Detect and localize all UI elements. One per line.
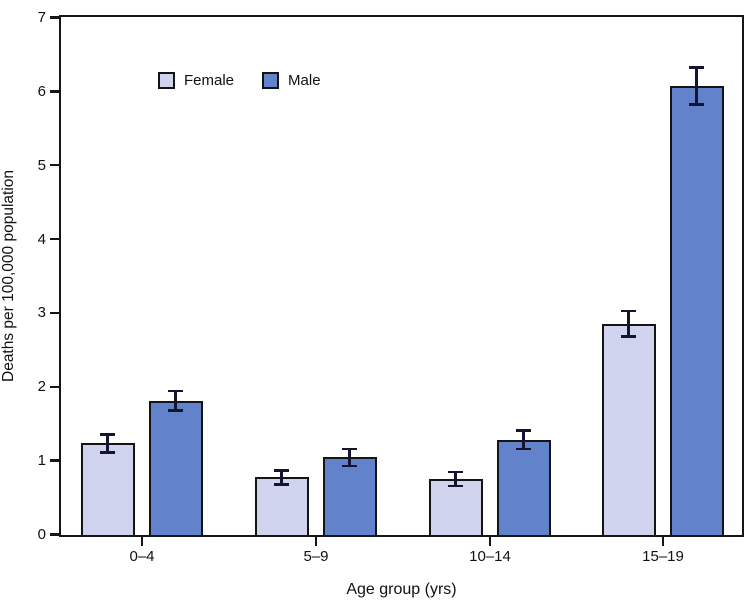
error-bar-cap (689, 103, 704, 106)
legend-label-male: Male (288, 72, 321, 89)
legend-label-female: Female (184, 72, 235, 89)
x-tick-label: 15–19 (642, 548, 684, 565)
bar-male-15–19 (669, 85, 724, 535)
x-tick (314, 537, 318, 546)
x-axis-title: Age group (yrs) (346, 581, 457, 598)
y-tick-label: 0 (37, 526, 46, 543)
y-tick (50, 16, 59, 19)
x-tick (488, 537, 492, 546)
y-tick-label: 4 (37, 230, 46, 248)
error-bar-line (454, 470, 457, 487)
bar-female-0–4 (80, 443, 135, 535)
y-tick-label: 6 (37, 82, 46, 100)
error-bar-cap (516, 429, 531, 432)
y-tick-label: 7 (37, 9, 46, 26)
x-tick-label: 10–14 (469, 548, 511, 565)
plot-area (59, 15, 744, 537)
error-bar-line (348, 447, 351, 468)
error-bar-cap (621, 335, 636, 338)
error-bar-line (280, 469, 283, 486)
y-tick (50, 163, 59, 167)
y-tick-label: 1 (37, 452, 46, 470)
error-bar-cap (342, 464, 357, 468)
error-bar-line (522, 429, 525, 451)
error-bar-cap (448, 484, 463, 487)
bar-female-10–14 (428, 478, 483, 535)
error-bar-cap (274, 469, 289, 472)
bar-male-0–4 (148, 400, 203, 535)
y-tick (50, 459, 59, 462)
bar-female-5–9 (254, 477, 309, 535)
error-bar-cap (168, 389, 183, 393)
error-bar-cap (689, 66, 704, 69)
legend-swatch-male (262, 72, 280, 89)
bar-male-5–9 (322, 457, 377, 535)
error-bar-cap (448, 470, 463, 474)
error-bar-cap (168, 409, 183, 412)
error-bar-cap (274, 483, 289, 486)
error-bar-cap (100, 451, 115, 454)
error-bar-cap (342, 447, 357, 451)
bar-female-15–19 (601, 323, 656, 535)
y-tick-label: 3 (37, 304, 46, 322)
y-tick (50, 385, 59, 389)
legend: Female Male (158, 72, 321, 89)
x-tick-label: 5–9 (303, 548, 329, 565)
y-tick (50, 533, 59, 536)
x-tick-label: 0–4 (129, 548, 155, 565)
x-tick (661, 537, 665, 546)
y-tick (50, 90, 59, 93)
y-tick (50, 237, 59, 241)
error-bar-cap (516, 447, 531, 451)
error-bar-line (695, 66, 698, 106)
y-tick-label: 2 (37, 378, 46, 396)
bar-male-10–14 (496, 439, 551, 535)
y-tick (50, 311, 59, 315)
x-tick (140, 537, 144, 546)
y-tick-label: 5 (37, 156, 46, 174)
error-bar-cap (621, 309, 636, 313)
error-bar-cap (100, 433, 115, 436)
error-bar-line (627, 309, 630, 338)
legend-swatch-female (158, 72, 175, 89)
error-bar-line (174, 389, 177, 412)
error-bar-line (106, 433, 109, 454)
